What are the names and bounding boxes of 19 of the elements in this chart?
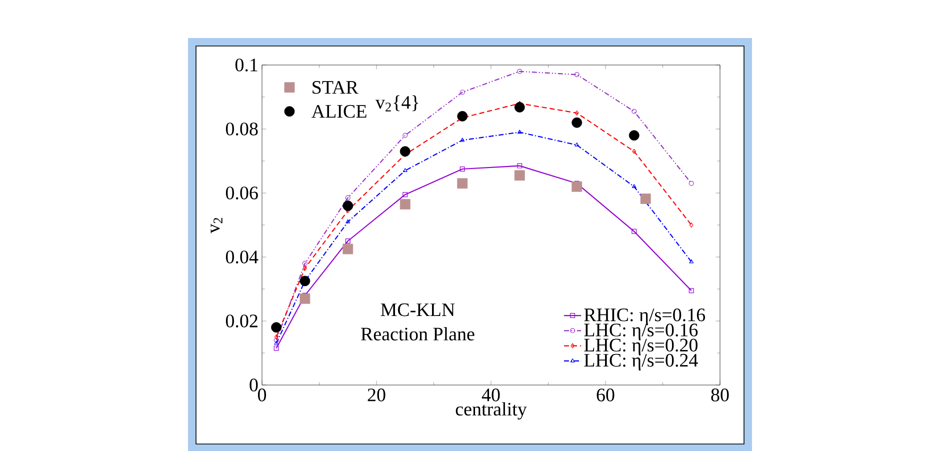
x-tick-label: 0 [258,388,266,402]
y-tick-label: 0.06 [226,186,258,200]
x-tick-label: 40 [482,388,500,402]
x-tick-label: 80 [711,388,729,402]
legend-label: ALICE [312,105,366,118]
legend-label: STAR [312,81,358,94]
annotation: v$_{2}${4} [375,95,418,112]
y-tick-label: 0.02 [226,314,258,328]
y-tick-label: 0.04 [226,250,258,264]
x-tick-label: 60 [596,388,614,402]
x-tick-label: 20 [368,388,386,402]
annotation: Reaction Plane [361,327,474,340]
annotation: MC-KLN [380,303,455,316]
legend-label: LHC: η/s=0.24 [584,354,698,371]
y-tick-label: 0.1 [235,58,258,72]
y-tick-label: 0.08 [226,122,258,136]
y-tick-label: 0 [250,378,258,392]
y-axis-title: v$_{2}$ [210,218,222,234]
x-axis-title: centrality [456,402,527,420]
